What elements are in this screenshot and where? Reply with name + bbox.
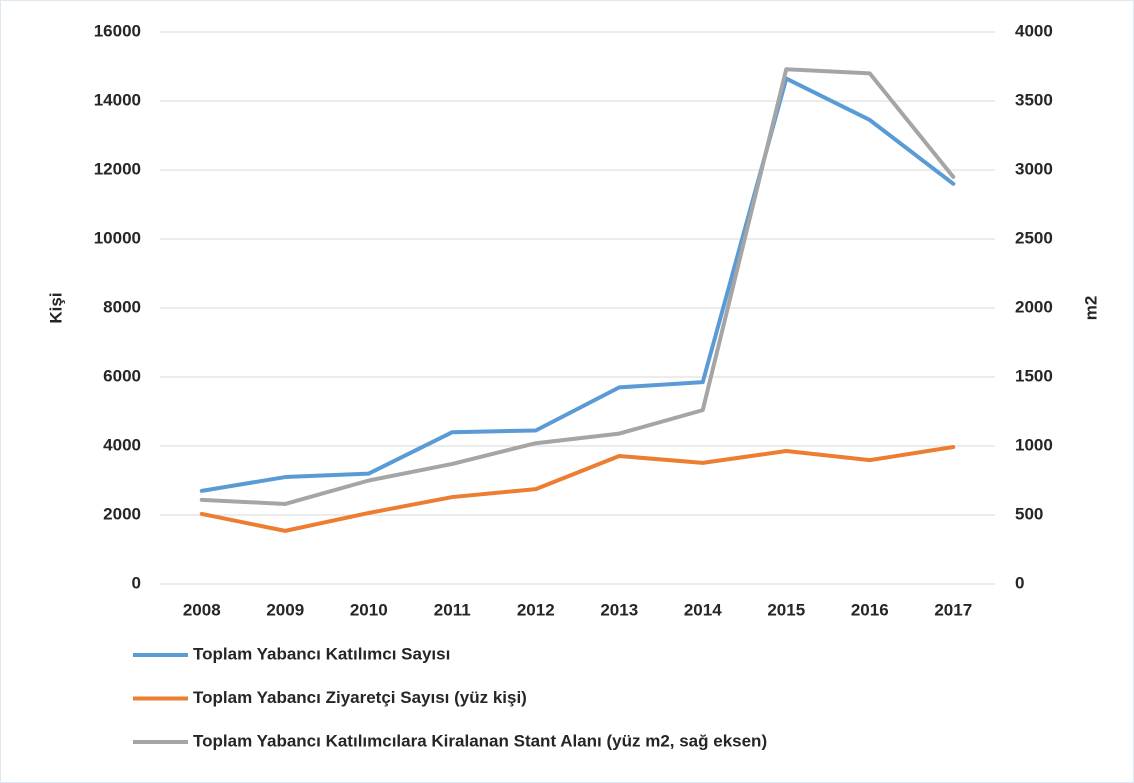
x-tick-label: 2014 (684, 600, 722, 619)
y2-tick-label: 3000 (1015, 159, 1053, 178)
legend-label: Toplam Yabancı Katılımcı Sayısı (193, 644, 450, 663)
x-tick-label: 2010 (350, 600, 388, 619)
y-tick-label: 16000 (94, 21, 141, 40)
x-tick-label: 2011 (434, 600, 471, 619)
y2-tick-label: 500 (1015, 504, 1043, 523)
legend-label: Toplam Yabancı Katılımcılara Kiralanan S… (193, 731, 767, 750)
series-line (199, 67, 956, 506)
y-tick-label: 4000 (103, 435, 141, 454)
legend-label: Toplam Yabancı Ziyaretçi Sayısı (yüz kiş… (193, 688, 527, 707)
y2-tick-label: 0 (1015, 573, 1024, 592)
x-tick-label: 2016 (851, 600, 889, 619)
y-tick-label: 10000 (94, 228, 141, 247)
x-tick-label: 2013 (600, 600, 638, 619)
y2-tick-label: 2000 (1015, 297, 1053, 316)
y2-tick-label: 1000 (1015, 435, 1053, 454)
x-tick-label: 2015 (767, 600, 805, 619)
y-tick-label: 2000 (103, 504, 141, 523)
y2-tick-label: 2500 (1015, 228, 1053, 247)
x-tick-label: 2009 (266, 600, 304, 619)
y-tick-label: 12000 (94, 159, 141, 178)
y-tick-label: 14000 (94, 90, 141, 109)
y-tick-label: 8000 (103, 297, 141, 316)
y-tick-label: 0 (132, 573, 141, 592)
y2-axis-title: m2 (1081, 296, 1100, 321)
y-axis-title: Kişi (46, 292, 65, 323)
y-tick-label: 6000 (103, 366, 141, 385)
x-tick-label: 2012 (517, 600, 555, 619)
x-tick-label: 2017 (934, 600, 972, 619)
series-line (199, 445, 956, 533)
x-tick-label: 2008 (183, 600, 221, 619)
y2-tick-label: 4000 (1015, 21, 1053, 40)
y2-tick-label: 3500 (1015, 90, 1053, 109)
y2-tick-label: 1500 (1015, 366, 1053, 385)
series-line (199, 76, 956, 493)
